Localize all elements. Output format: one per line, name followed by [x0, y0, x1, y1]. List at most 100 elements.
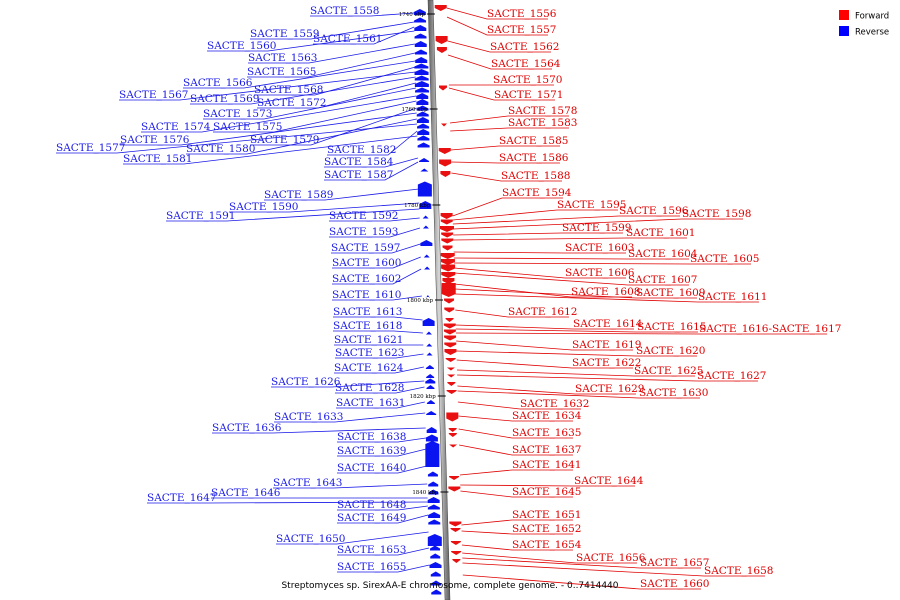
reverse-gene-label-sacte-1613[interactable]: SACTE_1613	[333, 306, 402, 318]
forward-gene-label-sacte-1635[interactable]: SACTE_1635	[512, 427, 581, 439]
reverse-gene-label-sacte-1575[interactable]: SACTE_1575	[213, 121, 282, 133]
forward-gene-label-sacte-1657[interactable]: SACTE_1657	[640, 557, 709, 569]
forward-gene-label-sacte-1611[interactable]: SACTE_1611	[698, 291, 767, 303]
reverse-gene-label-sacte-1567[interactable]: SACTE_1567	[119, 89, 188, 101]
reverse-gene-label-sacte-1631[interactable]: SACTE_1631	[336, 397, 405, 409]
reverse-gene-label-sacte-1590[interactable]: SACTE_1590	[229, 201, 298, 213]
reverse-gene-label-sacte-1591[interactable]: SACTE_1591	[166, 210, 235, 222]
reverse-gene-label-sacte-1647[interactable]: SACTE_1647	[147, 492, 216, 504]
reverse-gene-label-sacte-1624[interactable]: SACTE_1624	[334, 362, 404, 374]
forward-gene-label-sacte-1557[interactable]: SACTE_1557	[487, 24, 556, 36]
reverse-gene-label-sacte-1618[interactable]: SACTE_1618	[333, 320, 402, 332]
forward-gene-label-sacte-1607[interactable]: SACTE_1607	[628, 274, 697, 286]
reverse-gene-label-sacte-1636[interactable]: SACTE_1636	[212, 422, 282, 434]
forward-gene-label-sacte-1616-sacte-1617[interactable]: SACTE_1616-SACTE_1617	[699, 323, 841, 335]
forward-gene-label-sacte-1609[interactable]: SACTE_1609	[636, 287, 705, 299]
reverse-gene-label-sacte-1563[interactable]: SACTE_1563	[248, 52, 317, 64]
forward-gene-label-sacte-1651[interactable]: SACTE_1651	[512, 509, 581, 521]
reverse-gene-label-sacte-1646[interactable]: SACTE_1646	[211, 487, 281, 499]
forward-gene-label-sacte-1654[interactable]: SACTE_1654	[512, 539, 582, 551]
reverse-gene-label-sacte-1649[interactable]: SACTE_1649	[337, 512, 406, 524]
reverse-gene-label-sacte-1573[interactable]: SACTE_1573	[203, 108, 272, 120]
forward-gene-label-sacte-1625[interactable]: SACTE_1625	[634, 365, 703, 377]
reverse-gene-label-sacte-1639[interactable]: SACTE_1639	[337, 445, 406, 457]
forward-gene-label-sacte-1588[interactable]: SACTE_1588	[501, 170, 570, 182]
forward-gene-label-sacte-1564[interactable]: SACTE_1564	[491, 58, 561, 70]
forward-gene-label-sacte-1604[interactable]: SACTE_1604	[628, 248, 698, 260]
reverse-gene-label-sacte-1560[interactable]: SACTE_1560	[207, 40, 276, 52]
reverse-gene-label-sacte-1565[interactable]: SACTE_1565	[247, 66, 316, 78]
forward-gene-label-sacte-1644[interactable]: SACTE_1644	[574, 475, 644, 487]
forward-gene-label-sacte-1586[interactable]: SACTE_1586	[499, 152, 569, 164]
forward-gene-label-sacte-1606[interactable]: SACTE_1606	[565, 267, 635, 279]
reverse-gene-label-sacte-1559[interactable]: SACTE_1559	[250, 28, 319, 40]
reverse-gene-label-sacte-1580[interactable]: SACTE_1580	[186, 143, 255, 155]
reverse-gene-label-sacte-1650[interactable]: SACTE_1650	[276, 533, 345, 545]
reverse-gene-label-sacte-1569[interactable]: SACTE_1569	[190, 93, 259, 105]
reverse-gene-label-sacte-1579[interactable]: SACTE_1579	[250, 134, 319, 146]
forward-gene-label-sacte-1570[interactable]: SACTE_1570	[493, 74, 562, 86]
forward-gene-label-sacte-1645[interactable]: SACTE_1645	[512, 486, 581, 498]
forward-gene-label-sacte-1562[interactable]: SACTE_1562	[490, 41, 559, 53]
reverse-gene-label-sacte-1626[interactable]: SACTE_1626	[271, 376, 341, 388]
forward-gene-label-sacte-1603[interactable]: SACTE_1603	[565, 242, 634, 254]
forward-gene-label-sacte-1629[interactable]: SACTE_1629	[575, 383, 644, 395]
forward-gene-label-sacte-1637[interactable]: SACTE_1637	[512, 444, 581, 456]
forward-gene-label-sacte-1627[interactable]: SACTE_1627	[697, 370, 766, 382]
forward-gene-label-sacte-1615[interactable]: SACTE_1615	[637, 321, 706, 333]
forward-gene-label-sacte-1583[interactable]: SACTE_1583	[508, 117, 577, 129]
forward-gene-label-sacte-1598[interactable]: SACTE_1598	[682, 208, 751, 220]
reverse-gene-label-sacte-1589[interactable]: SACTE_1589	[264, 189, 333, 201]
forward-gene-label-sacte-1578[interactable]: SACTE_1578	[508, 105, 577, 117]
forward-gene-label-sacte-1601[interactable]: SACTE_1601	[626, 227, 695, 239]
forward-gene-label-sacte-1612[interactable]: SACTE_1612	[508, 306, 577, 318]
forward-gene-label-sacte-1594[interactable]: SACTE_1594	[502, 187, 572, 199]
reverse-gene-label-sacte-1582[interactable]: SACTE_1582	[327, 144, 396, 156]
reverse-gene-label-sacte-1576[interactable]: SACTE_1576	[120, 134, 190, 146]
forward-gene-label-sacte-1596[interactable]: SACTE_1596	[619, 205, 689, 217]
reverse-gene-label-sacte-1568[interactable]: SACTE_1568	[254, 84, 323, 96]
forward-gene-label-sacte-1556[interactable]: SACTE_1556	[487, 8, 557, 20]
reverse-gene-label-sacte-1584[interactable]: SACTE_1584	[324, 156, 394, 168]
reverse-gene-label-sacte-1640[interactable]: SACTE_1640	[337, 462, 406, 474]
forward-gene-label-sacte-1605[interactable]: SACTE_1605	[690, 253, 759, 265]
forward-gene-label-sacte-1614[interactable]: SACTE_1614	[573, 318, 643, 330]
reverse-gene-label-sacte-1653[interactable]: SACTE_1653	[337, 544, 406, 556]
forward-gene-label-sacte-1585[interactable]: SACTE_1585	[499, 135, 568, 147]
reverse-gene-label-sacte-1638[interactable]: SACTE_1638	[337, 431, 406, 443]
forward-gene-label-sacte-1620[interactable]: SACTE_1620	[636, 345, 705, 357]
reverse-gene-label-sacte-1581[interactable]: SACTE_1581	[123, 153, 192, 165]
forward-gene-label-sacte-1599[interactable]: SACTE_1599	[562, 222, 631, 234]
forward-gene-label-sacte-1658[interactable]: SACTE_1658	[704, 565, 773, 577]
forward-gene-label-sacte-1634[interactable]: SACTE_1634	[512, 410, 582, 422]
reverse-gene-label-sacte-1572[interactable]: SACTE_1572	[257, 97, 326, 109]
forward-gene-label-sacte-1622[interactable]: SACTE_1622	[572, 357, 641, 369]
reverse-gene-label-sacte-1655[interactable]: SACTE_1655	[337, 561, 406, 573]
reverse-gene-label-sacte-1610[interactable]: SACTE_1610	[332, 289, 401, 301]
reverse-gene-label-sacte-1623[interactable]: SACTE_1623	[335, 347, 404, 359]
reverse-gene-label-sacte-1561[interactable]: SACTE_1561	[313, 33, 382, 45]
reverse-gene-label-sacte-1577[interactable]: SACTE_1577	[56, 142, 125, 154]
reverse-gene-label-sacte-1592[interactable]: SACTE_1592	[329, 210, 398, 222]
reverse-gene-label-sacte-1628[interactable]: SACTE_1628	[335, 382, 404, 394]
reverse-gene-label-sacte-1558[interactable]: SACTE_1558	[310, 5, 379, 17]
reverse-gene-label-sacte-1633[interactable]: SACTE_1633	[274, 411, 343, 423]
reverse-gene-label-sacte-1593[interactable]: SACTE_1593	[329, 226, 398, 238]
forward-gene-label-sacte-1608[interactable]: SACTE_1608	[571, 286, 640, 298]
reverse-gene-label-sacte-1587[interactable]: SACTE_1587	[324, 169, 393, 181]
reverse-gene-label-sacte-1600[interactable]: SACTE_1600	[332, 257, 401, 269]
reverse-gene-label-sacte-1597[interactable]: SACTE_1597	[331, 242, 400, 254]
forward-gene-label-sacte-1632[interactable]: SACTE_1632	[520, 398, 589, 410]
reverse-gene-label-sacte-1648[interactable]: SACTE_1648	[337, 499, 406, 511]
reverse-gene-label-sacte-1566[interactable]: SACTE_1566	[183, 77, 253, 89]
reverse-gene-label-sacte-1643[interactable]: SACTE_1643	[273, 477, 342, 489]
forward-gene-label-sacte-1571[interactable]: SACTE_1571	[494, 89, 563, 101]
forward-gene-label-sacte-1619[interactable]: SACTE_1619	[572, 339, 641, 351]
forward-gene-label-sacte-1652[interactable]: SACTE_1652	[512, 523, 581, 535]
forward-gene-label-sacte-1656[interactable]: SACTE_1656	[576, 552, 646, 564]
forward-gene-label-sacte-1660[interactable]: SACTE_1660	[640, 578, 709, 590]
reverse-gene-label-sacte-1574[interactable]: SACTE_1574	[141, 121, 211, 133]
forward-gene-label-sacte-1595[interactable]: SACTE_1595	[557, 199, 626, 211]
forward-gene-label-sacte-1641[interactable]: SACTE_1641	[512, 459, 581, 471]
forward-gene-label-sacte-1630[interactable]: SACTE_1630	[639, 387, 708, 399]
